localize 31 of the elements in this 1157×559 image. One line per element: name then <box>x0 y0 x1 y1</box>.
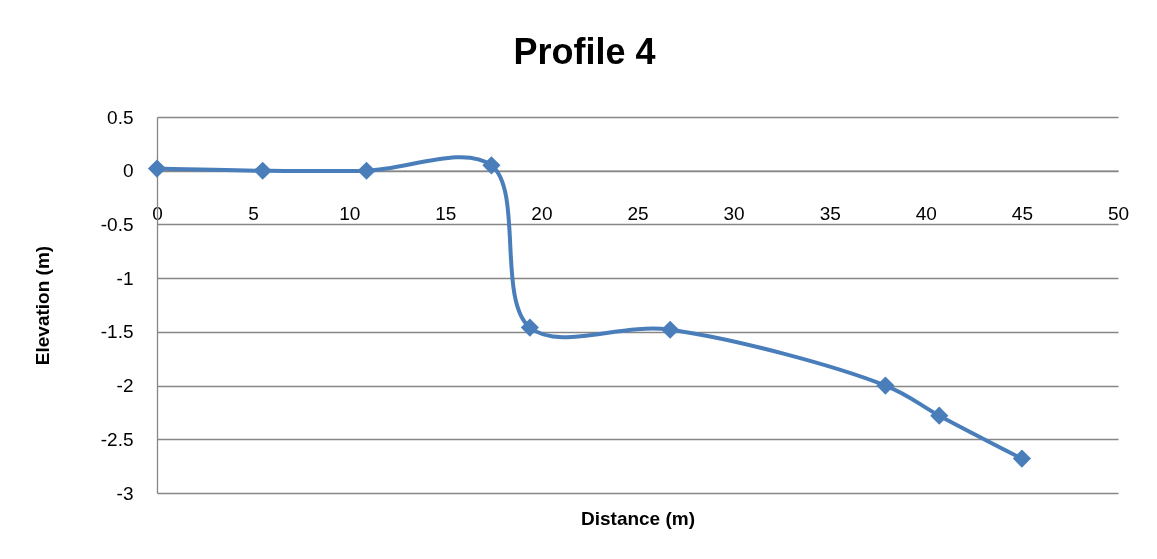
y-tick-label: -3 <box>116 482 134 504</box>
x-tick-label: 35 <box>819 203 841 225</box>
x-tick-label: 15 <box>435 203 457 225</box>
y-tick-label: 0.5 <box>107 106 134 128</box>
x-tick-label: 50 <box>1107 203 1130 225</box>
y-axis-title: Elevation (m) <box>31 245 53 366</box>
point <box>147 159 167 178</box>
x-tick-label: 45 <box>1011 203 1033 225</box>
x-tick-label: 5 <box>248 203 259 225</box>
point <box>1012 449 1031 468</box>
point <box>482 156 501 175</box>
y-tick-label: -2 <box>116 375 134 397</box>
x-tick-label: 30 <box>723 203 745 225</box>
y-tick-label: -1 <box>116 267 134 289</box>
y-tick-label: 0 <box>122 160 134 182</box>
x-tick-label: 10 <box>339 203 361 225</box>
x-tick-label: 40 <box>915 203 937 225</box>
y-tick-label: -1.5 <box>100 321 134 343</box>
point <box>661 320 680 339</box>
y-tick-label: -0.5 <box>100 213 134 235</box>
point <box>357 161 376 180</box>
point <box>253 161 272 180</box>
x-axis-title: Distance (m) <box>580 507 696 529</box>
y-tick-label: -2.5 <box>100 428 134 450</box>
point <box>930 406 949 425</box>
x-tick-label: 20 <box>531 203 553 225</box>
chart-title: Profile 4 <box>513 31 656 72</box>
x-tick-label: 0 <box>152 203 163 225</box>
point <box>876 376 895 395</box>
x-tick-label: 25 <box>627 203 649 225</box>
point <box>520 318 539 337</box>
